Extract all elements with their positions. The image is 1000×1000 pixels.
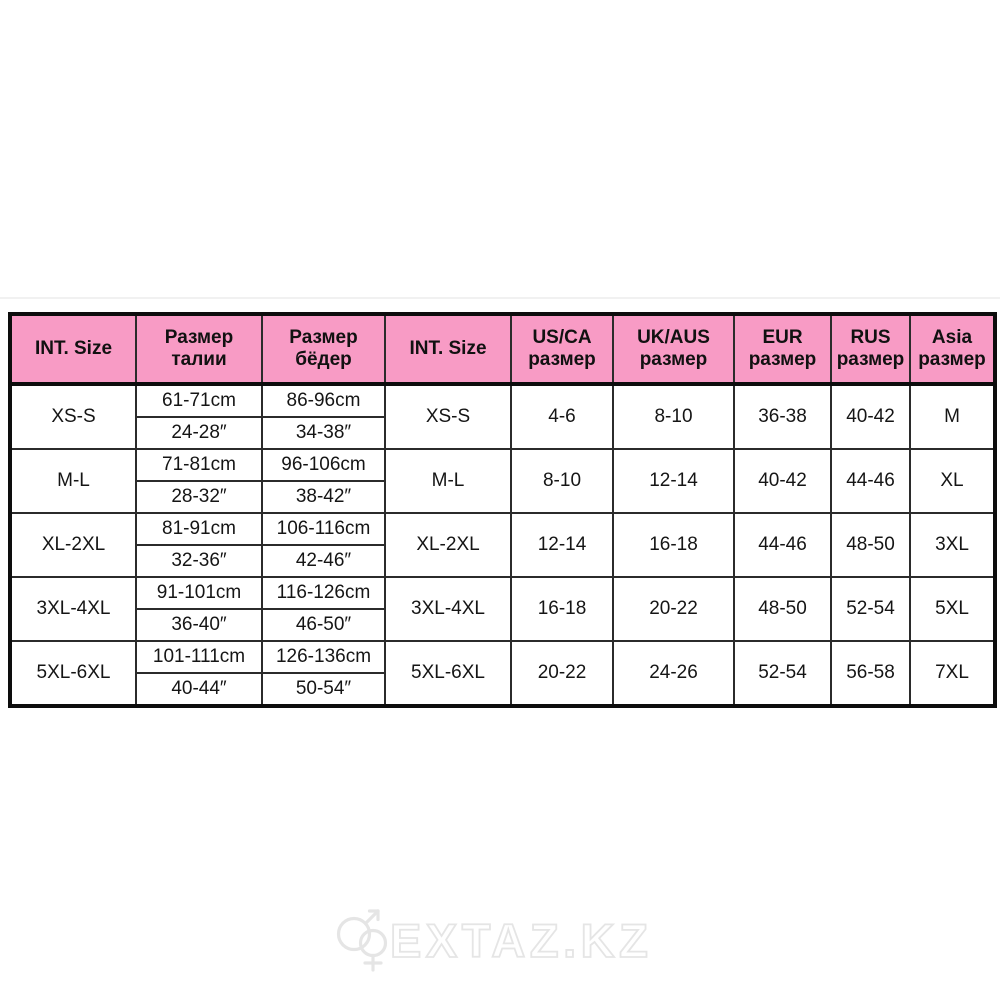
cell-uk-aus: 16-18 bbox=[612, 512, 735, 578]
cell-asia: 5XL bbox=[909, 576, 996, 642]
table-row: 36-40″ 46-50″ bbox=[10, 608, 995, 642]
cell-waist-cm: 101-111cm bbox=[135, 640, 263, 674]
table-row: M-L 71-81cm 96-106cm M-L 8-10 12-14 40-4… bbox=[9, 448, 996, 514]
table-row: 5XL-6XL 101-111cm 126-136cm 5XL-6XL 20-2… bbox=[9, 640, 996, 707]
cell-uk-aus: 8-10 bbox=[612, 383, 735, 450]
cell-rus: 56-58 bbox=[830, 640, 911, 707]
size-conversion-table: INT. Size Размер талии Размер бёдер INT.… bbox=[8, 312, 997, 708]
header-int-size-left: INT. Size bbox=[9, 313, 137, 386]
cell-waist-in: 24-28″ bbox=[135, 416, 263, 450]
cell-rus: 48-50 bbox=[830, 512, 911, 578]
cell-rus: 44-46 bbox=[830, 448, 911, 514]
cell-hips-in: 38-42″ bbox=[261, 480, 386, 514]
header-rus: RUS размер bbox=[830, 313, 911, 386]
watermark: EXTAZ.KZ bbox=[332, 896, 672, 982]
cell-waist-in: 32-36″ bbox=[135, 544, 263, 578]
cell-asia: XL bbox=[909, 448, 996, 514]
cell-waist-cm: 81-91cm bbox=[135, 512, 263, 546]
table-row: XL-2XL 81-91cm 106-116cm XL-2XL 12-14 16… bbox=[9, 512, 996, 578]
cell-eur: 40-42 bbox=[733, 448, 832, 514]
header-uk-aus: UK/AUS размер bbox=[612, 313, 735, 386]
cell-asia: 3XL bbox=[909, 512, 996, 578]
cell-asia: M bbox=[909, 383, 996, 450]
header-waist: Размер талии bbox=[135, 313, 263, 386]
cell-us-ca: 8-10 bbox=[510, 448, 614, 514]
header-hips: Размер бёдер bbox=[261, 313, 386, 386]
cell-int-size-left: 5XL-6XL bbox=[9, 640, 137, 707]
cell-rus: 40-42 bbox=[830, 383, 911, 450]
cell-hips-in: 50-54″ bbox=[261, 672, 386, 707]
table-row: 3XL-4XL 91-101cm 116-126cm 3XL-4XL 16-18… bbox=[9, 576, 996, 642]
cell-uk-aus: 24-26 bbox=[612, 640, 735, 707]
cell-hips-cm: 86-96cm bbox=[261, 383, 386, 418]
cell-uk-aus: 20-22 bbox=[612, 576, 735, 642]
header-int-size-right: INT. Size bbox=[384, 313, 512, 386]
cell-int-size-left: M-L bbox=[9, 448, 137, 514]
cell-us-ca: 16-18 bbox=[510, 576, 614, 642]
gender-symbols-icon bbox=[336, 909, 388, 972]
faint-top-divider bbox=[0, 297, 1000, 299]
cell-us-ca: 12-14 bbox=[510, 512, 614, 578]
cell-int-size-left: XS-S bbox=[9, 383, 137, 450]
cell-int-size-right: 3XL-4XL bbox=[384, 576, 512, 642]
cell-eur: 48-50 bbox=[733, 576, 832, 642]
header-us-ca: US/CA размер bbox=[510, 313, 614, 386]
watermark-text: EXTAZ.KZ bbox=[390, 914, 652, 967]
cell-waist-cm: 61-71cm bbox=[135, 383, 263, 418]
cell-hips-in: 34-38″ bbox=[261, 416, 386, 450]
cell-int-size-left: 3XL-4XL bbox=[9, 576, 137, 642]
cell-hips-cm: 106-116cm bbox=[261, 512, 386, 546]
table-row: 24-28″ 34-38″ bbox=[10, 416, 995, 450]
cell-us-ca: 20-22 bbox=[510, 640, 614, 707]
cell-int-size-right: XS-S bbox=[384, 383, 512, 450]
cell-rus: 52-54 bbox=[830, 576, 911, 642]
table-row: XS-S 61-71cm 86-96cm XS-S 4-6 8-10 36-38… bbox=[9, 383, 996, 450]
cell-waist-in: 28-32″ bbox=[135, 480, 263, 514]
table-row: 40-44″ 50-54″ bbox=[10, 672, 995, 707]
cell-waist-cm: 91-101cm bbox=[135, 576, 263, 610]
cell-int-size-right: XL-2XL bbox=[384, 512, 512, 578]
cell-hips-cm: 96-106cm bbox=[261, 448, 386, 482]
header-asia: Asia размер bbox=[909, 313, 996, 386]
cell-hips-cm: 126-136cm bbox=[261, 640, 386, 674]
cell-waist-in: 36-40″ bbox=[135, 608, 263, 642]
cell-hips-in: 42-46″ bbox=[261, 544, 386, 578]
cell-eur: 36-38 bbox=[733, 383, 832, 450]
header-eur: EUR размер bbox=[733, 313, 832, 386]
cell-eur: 44-46 bbox=[733, 512, 832, 578]
cell-waist-in: 40-44″ bbox=[135, 672, 263, 707]
cell-hips-in: 46-50″ bbox=[261, 608, 386, 642]
cell-int-size-left: XL-2XL bbox=[9, 512, 137, 578]
cell-uk-aus: 12-14 bbox=[612, 448, 735, 514]
header-row: INT. Size Размер талии Размер бёдер INT.… bbox=[9, 313, 996, 386]
table-row: 28-32″ 38-42″ bbox=[10, 480, 995, 514]
cell-eur: 52-54 bbox=[733, 640, 832, 707]
cell-int-size-right: M-L bbox=[384, 448, 512, 514]
table-row: 32-36″ 42-46″ bbox=[10, 544, 995, 578]
cell-int-size-right: 5XL-6XL bbox=[384, 640, 512, 707]
cell-waist-cm: 71-81cm bbox=[135, 448, 263, 482]
cell-asia: 7XL bbox=[909, 640, 996, 707]
cell-hips-cm: 116-126cm bbox=[261, 576, 386, 610]
cell-us-ca: 4-6 bbox=[510, 383, 614, 450]
